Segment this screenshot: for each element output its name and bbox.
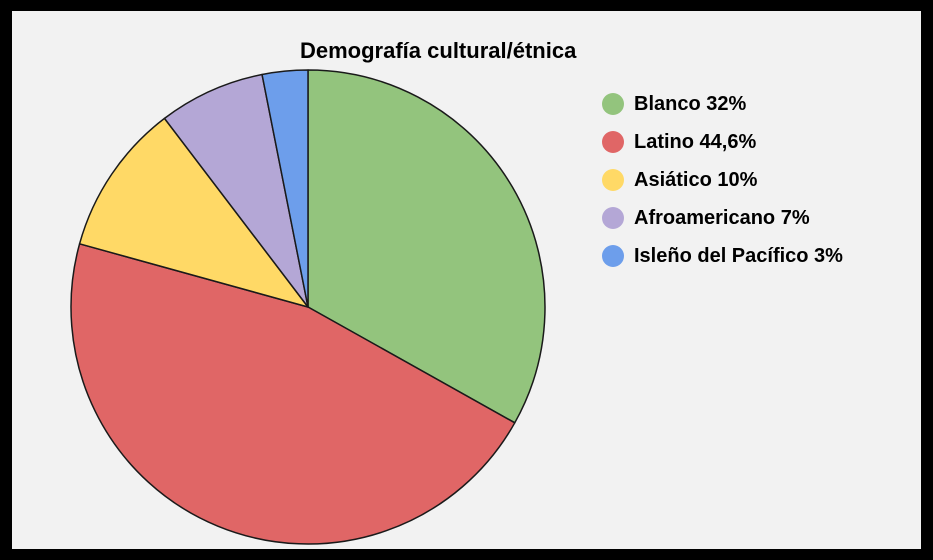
pie-slice-4 bbox=[261, 69, 309, 308]
pie-slice-0 bbox=[307, 69, 546, 424]
legend-swatch-2 bbox=[602, 169, 624, 191]
legend-item-1: Latino 44,6% bbox=[602, 123, 843, 161]
chart-panel: Demografía cultural/étnica Blanco 32% Lat… bbox=[12, 11, 921, 549]
legend-swatch-0 bbox=[602, 93, 624, 115]
legend-item-3: Afroamericano 7% bbox=[602, 199, 843, 237]
legend-label-1: Latino 44,6% bbox=[634, 130, 757, 153]
legend-label-0: Blanco 32% bbox=[634, 92, 747, 115]
legend-swatch-1 bbox=[602, 131, 624, 153]
pie-chart bbox=[70, 69, 546, 545]
chart-title: Demografía cultural/étnica bbox=[300, 38, 577, 63]
pie-slice-2 bbox=[78, 117, 309, 308]
legend-label-3: Afroamericano 7% bbox=[634, 206, 810, 229]
legend-item-4: Isleño del Pacífico 3% bbox=[602, 237, 843, 275]
legend-swatch-3 bbox=[602, 207, 624, 229]
pie-slice-1 bbox=[70, 243, 516, 545]
legend-label-4: Isleño del Pacífico 3% bbox=[634, 244, 843, 267]
pie-slice-3 bbox=[163, 73, 309, 308]
legend-label-2: Asiático 10% bbox=[634, 168, 758, 191]
chart-legend: Blanco 32% Latino 44,6% Asiático 10% Afroam… bbox=[602, 85, 843, 275]
legend-item-0: Blanco 32% bbox=[602, 85, 843, 123]
legend-swatch-4 bbox=[602, 245, 624, 267]
legend-item-2: Asiático 10% bbox=[602, 161, 843, 199]
